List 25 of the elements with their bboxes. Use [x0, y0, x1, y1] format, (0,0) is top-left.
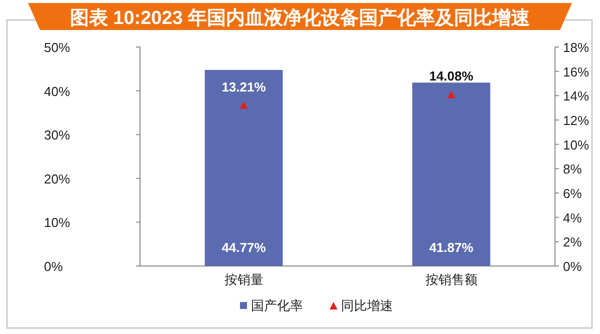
y2-tick-label: 14% — [563, 88, 590, 104]
data-label: 44.77% — [222, 240, 266, 255]
y2-tick-label: 4% — [563, 210, 582, 226]
y2-tick-label: 12% — [563, 113, 590, 128]
x-tick-label: 按销量 — [224, 272, 264, 287]
y-tick-label: 30% — [44, 128, 70, 143]
chart-title: 图表 10:2023 年国内血液净化设备国产化率及同比增速 — [70, 7, 530, 29]
y2-tick-label: 18% — [563, 40, 590, 55]
y-tick-label: 10% — [44, 215, 70, 230]
legend-label: 同比增速 — [341, 298, 393, 313]
x-tick-label: 按销售额 — [425, 272, 478, 287]
y2-tick-label: 10% — [563, 137, 590, 152]
data-label: 13.21% — [222, 79, 266, 94]
y-tick-label: 40% — [44, 84, 70, 99]
y-tick-label: 20% — [44, 171, 70, 186]
y-tick-label: 50% — [44, 40, 70, 55]
data-label: 14.08% — [429, 68, 474, 84]
y2-tick-label: 8% — [563, 162, 582, 177]
y2-tick-label: 0% — [563, 259, 582, 274]
y2-tick-label: 2% — [563, 234, 582, 250]
legend-label: 国产化率 — [251, 298, 303, 313]
y2-tick-label: 16% — [563, 64, 590, 80]
y2-tick-label: 6% — [563, 186, 582, 201]
y-tick-label: 0% — [44, 259, 64, 274]
data-label: 41.87% — [429, 240, 474, 255]
